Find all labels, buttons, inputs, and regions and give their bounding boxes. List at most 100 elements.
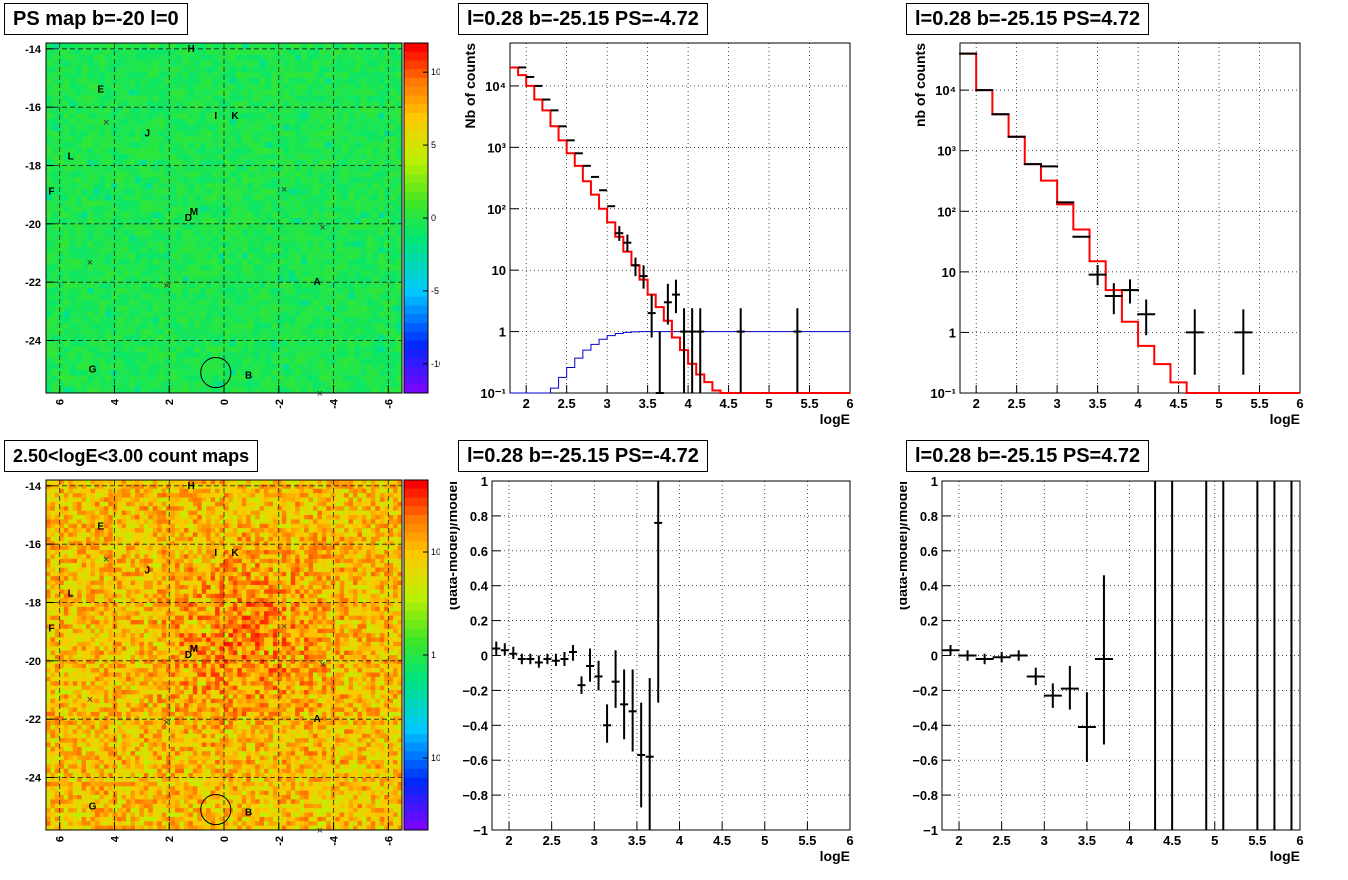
x-tick-label: 4 (1126, 833, 1134, 848)
x-tick-label: 2 (955, 833, 962, 848)
source-label: M (190, 207, 198, 218)
y-tick-label: −0.8 (912, 788, 938, 803)
x-tick-label: 2 (505, 833, 512, 848)
source-label: H (188, 44, 195, 55)
y-tick-label: -14 (25, 481, 42, 493)
y-tick-label: 10³ (937, 144, 956, 159)
x-tick-label: 5.5 (800, 396, 818, 411)
x-tick-label: 4.5 (1163, 833, 1181, 848)
x-tick-label: 3.5 (1078, 833, 1096, 848)
x-tick-label: 4 (684, 396, 692, 411)
y-tick-label: 0.6 (470, 544, 488, 559)
source-label: A (313, 277, 320, 288)
source-cross-marker: × (163, 280, 169, 292)
x-tick-label: 5.5 (798, 833, 816, 848)
source-label: L (68, 589, 74, 600)
colorbar-tick-label: -5 (431, 286, 439, 296)
x-tick-label: 3 (604, 396, 611, 411)
y-tick-label: 10⁻¹ (480, 386, 506, 401)
source-label: I (214, 548, 217, 559)
y-tick-label: -16 (25, 539, 41, 551)
colorbar-tick-label: 0 (431, 213, 436, 223)
x-tick-label: 5 (761, 833, 768, 848)
x-axis-label: logE (1270, 411, 1300, 427)
y-tick-label: -18 (25, 598, 41, 610)
x-tick-label: 6 (55, 836, 67, 842)
source-label: B (245, 807, 252, 818)
y-tick-label: 1 (499, 325, 506, 340)
source-label: B (245, 370, 252, 381)
source-label: F (48, 624, 54, 635)
panel-title: l=0.28 b=-25.15 PS=4.72 (906, 3, 1149, 35)
y-tick-label: 0.6 (920, 544, 938, 559)
x-tick-label: 5.5 (1250, 396, 1268, 411)
source-label: I (214, 111, 217, 122)
colorbar-tick-label: 10 (431, 67, 440, 77)
y-tick-label: −0.4 (912, 718, 938, 733)
y-tick-label: −0.6 (912, 753, 938, 768)
x-tick-label: -2 (274, 836, 286, 846)
x-tick-label: 6 (1296, 396, 1303, 411)
x-tick-label: 6 (55, 399, 67, 405)
source-cross-marker: × (87, 694, 93, 706)
y-tick-label: -22 (25, 277, 41, 289)
colorbar-tick-label: -10 (431, 359, 440, 369)
x-tick-label: 6 (846, 833, 853, 848)
source-cross-marker: × (281, 621, 287, 633)
source-cross-marker: × (103, 554, 109, 566)
y-tick-label: -16 (25, 102, 41, 114)
x-tick-label: 4.5 (720, 396, 738, 411)
x-tick-label: 3.5 (628, 833, 646, 848)
y-tick-label: −0.6 (462, 753, 488, 768)
y-tick-label: 0 (481, 649, 488, 664)
y-axis-label: Nb of counts (462, 43, 478, 129)
x-tick-label: 3 (1041, 833, 1048, 848)
x-tick-label: 2 (164, 836, 176, 842)
source-label: F (48, 187, 54, 198)
x-tick-label: 2.5 (1008, 396, 1026, 411)
source-cross-marker: × (163, 717, 169, 729)
panel-title: PS map b=-20 l=0 (4, 3, 188, 35)
colorbar-tick-label: 5 (431, 140, 436, 150)
y-tick-label: 10⁴ (935, 83, 956, 98)
x-tick-label: 0 (219, 836, 231, 842)
source-label: A (313, 714, 320, 725)
x-tick-label: 2.5 (558, 396, 576, 411)
x-tick-label: 3 (1054, 396, 1061, 411)
y-tick-label: -14 (25, 44, 42, 56)
y-tick-label: 10² (487, 202, 506, 217)
y-tick-label: 0.4 (920, 579, 939, 594)
x-tick-label: -2 (274, 399, 286, 409)
y-tick-label: −0.2 (912, 683, 938, 698)
y-tick-label: −0.4 (462, 718, 488, 733)
y-tick-label: −1 (473, 823, 488, 838)
y-tick-label: 10³ (487, 140, 506, 155)
y-tick-label: 10⁻¹ (930, 386, 956, 401)
y-tick-label: 1 (949, 325, 956, 340)
x-tick-label: 5.5 (1248, 833, 1266, 848)
x-tick-label: 4 (1134, 396, 1142, 411)
y-tick-label: 1 (481, 474, 488, 489)
y-tick-label: -18 (25, 161, 41, 173)
colorbar-tick-label: 10⁻¹ (431, 753, 440, 763)
x-axis-label: logE (820, 411, 850, 427)
y-tick-label: 0.8 (920, 509, 938, 524)
y-axis-label: nb of counts (912, 43, 928, 127)
x-tick-label: 4 (109, 835, 121, 842)
x-tick-label: 3 (591, 833, 598, 848)
y-tick-label: -20 (25, 656, 41, 668)
x-tick-label: -4 (329, 835, 341, 846)
source-label: M (190, 644, 198, 655)
y-tick-label: 0.2 (920, 614, 938, 629)
source-label: E (97, 522, 104, 533)
source-label: H (188, 481, 195, 492)
source-label: J (145, 128, 151, 139)
x-tick-label: 5 (1211, 833, 1218, 848)
x-tick-label: 0 (219, 399, 231, 405)
y-tick-label: -24 (25, 336, 42, 348)
